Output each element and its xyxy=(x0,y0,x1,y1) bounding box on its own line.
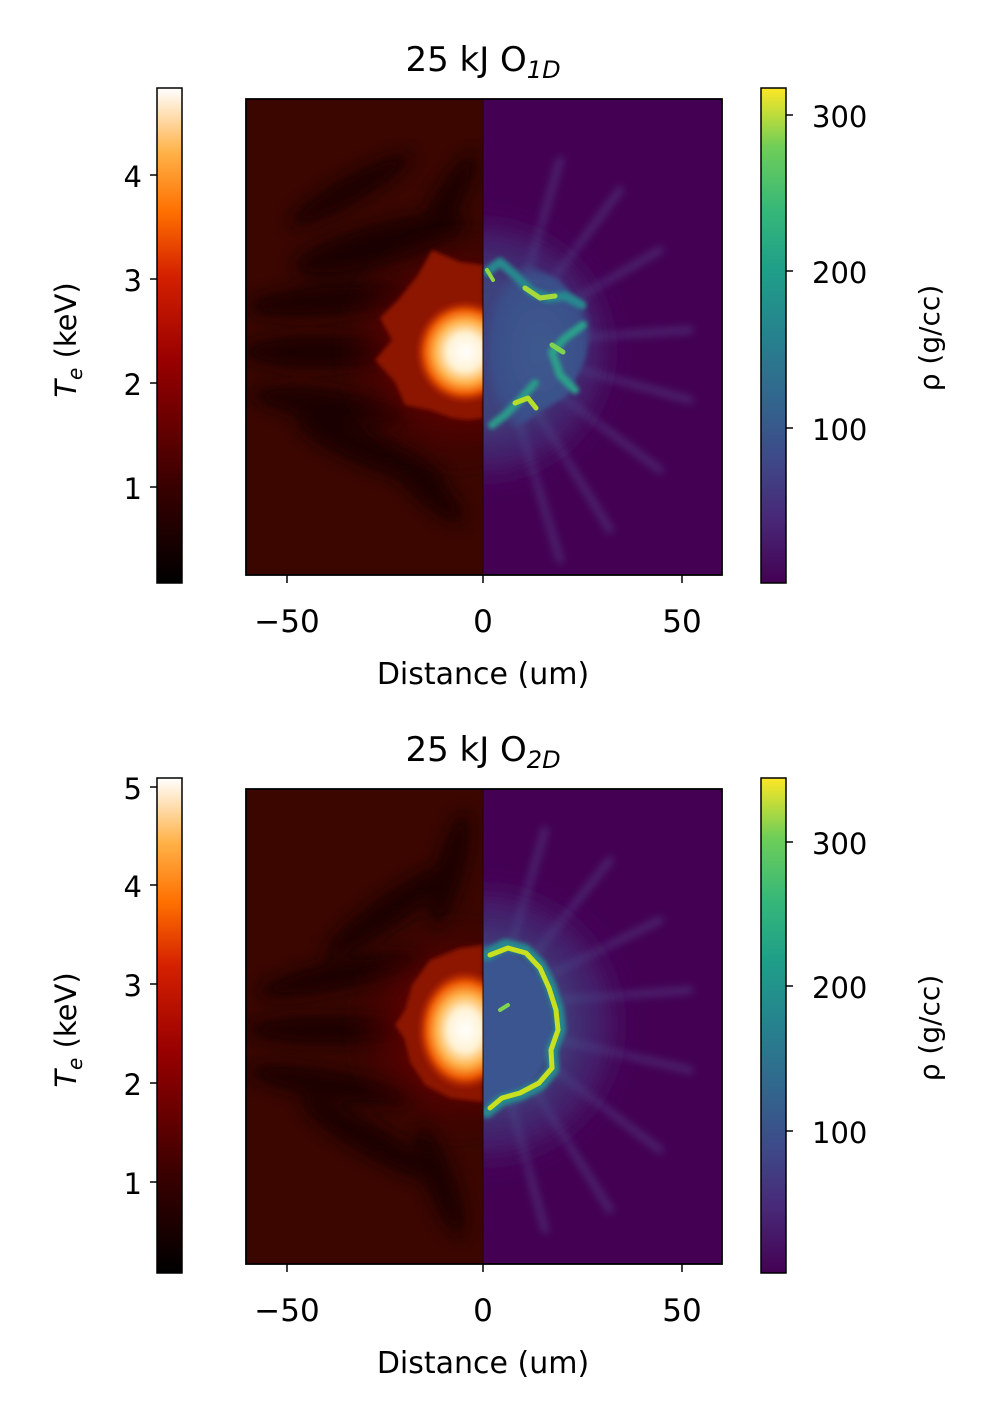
te-tick-label: 1 xyxy=(124,472,142,506)
rho-tick-label: 300 xyxy=(812,100,867,134)
x-tick-label: 50 xyxy=(662,604,701,640)
x-tick-label: −50 xyxy=(254,1293,319,1329)
rho-tick-label: 100 xyxy=(812,1116,867,1150)
title-text: 25 kJ O xyxy=(405,730,526,770)
te-tick-label: 5 xyxy=(124,772,142,806)
panel-title: 25 kJ O2D xyxy=(405,730,560,774)
rho-colorbar-label: ρ (g/cc) xyxy=(913,975,946,1082)
plot-frame xyxy=(245,98,723,576)
x-axis: −50 0 50 Distance (um) xyxy=(254,575,702,692)
te-colorbar xyxy=(156,777,183,1274)
plot-frame xyxy=(245,788,723,1265)
te-field xyxy=(246,99,483,575)
te-tick-label: 2 xyxy=(124,1068,142,1102)
x-tick-label: 0 xyxy=(473,1293,493,1329)
rho-field xyxy=(483,789,722,1264)
panel-title: 25 kJ O1D xyxy=(405,40,560,84)
rho-tick-label: 200 xyxy=(812,256,867,290)
te-colorbar-ticks: 1 2 3 4 xyxy=(124,160,157,506)
x-axis-label: Distance (um) xyxy=(377,657,589,692)
panel-o1d: 25 kJ O1D 1 2 3 4 Te (keV) xyxy=(49,40,946,692)
rho-colorbar-label: ρ (g/cc) xyxy=(913,285,946,392)
rho-colorbar-ticks: 100 200 300 xyxy=(786,100,867,447)
panel-o2d: 25 kJ O2D 1 2 3 4 5 Te (keV) xyxy=(49,730,946,1381)
x-tick-label: 50 xyxy=(662,1293,701,1329)
x-tick-label: −50 xyxy=(254,604,319,640)
rho-colorbar xyxy=(760,87,787,584)
te-colorbar-label: Te (keV) xyxy=(49,282,87,397)
te-field xyxy=(246,789,483,1264)
te-tick-label: 4 xyxy=(124,870,142,904)
te-tick-label: 4 xyxy=(124,160,142,194)
rho-field xyxy=(483,99,722,575)
title-subscript: 1D xyxy=(527,56,561,84)
x-tick-label: 0 xyxy=(473,604,493,640)
te-tick-label: 2 xyxy=(124,368,142,402)
te-colorbar-label: Te (keV) xyxy=(49,972,87,1087)
te-tick-label: 1 xyxy=(124,1167,142,1201)
rho-colorbar-ticks: 100 200 300 xyxy=(786,827,867,1150)
te-colorbar-ticks: 1 2 3 4 5 xyxy=(124,772,157,1201)
te-tick-label: 3 xyxy=(124,969,142,1003)
x-axis-label: Distance (um) xyxy=(377,1346,589,1381)
rho-tick-label: 300 xyxy=(812,827,867,861)
rho-shell xyxy=(483,257,587,429)
te-tick-label: 3 xyxy=(124,264,142,298)
rho-shell xyxy=(483,939,566,1118)
rho-tick-label: 200 xyxy=(812,971,867,1005)
te-colorbar xyxy=(156,87,183,584)
title-text: 25 kJ O xyxy=(405,40,526,80)
title-subscript: 2D xyxy=(527,746,561,774)
x-axis: −50 0 50 Distance (um) xyxy=(254,1264,702,1381)
rho-colorbar xyxy=(760,777,787,1274)
rho-tick-label: 100 xyxy=(812,413,867,447)
